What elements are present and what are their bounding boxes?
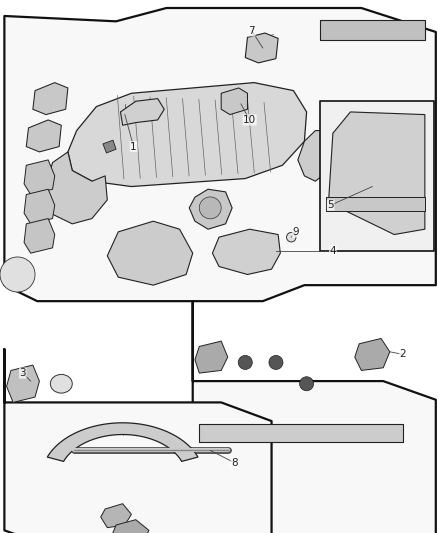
Circle shape xyxy=(300,377,314,391)
Text: 7: 7 xyxy=(248,26,255,36)
Text: 2: 2 xyxy=(399,350,406,359)
Polygon shape xyxy=(195,341,228,373)
Polygon shape xyxy=(44,152,107,224)
Circle shape xyxy=(199,197,221,219)
Polygon shape xyxy=(4,349,272,533)
Polygon shape xyxy=(107,221,193,285)
Text: 8: 8 xyxy=(231,458,238,467)
Polygon shape xyxy=(320,101,434,251)
Polygon shape xyxy=(101,504,131,528)
Polygon shape xyxy=(103,140,116,153)
Polygon shape xyxy=(320,20,425,40)
Circle shape xyxy=(238,356,252,369)
Polygon shape xyxy=(193,301,436,533)
Ellipse shape xyxy=(50,374,72,393)
Polygon shape xyxy=(24,219,55,253)
Polygon shape xyxy=(112,520,149,533)
Polygon shape xyxy=(326,197,425,211)
Polygon shape xyxy=(199,424,403,442)
Text: 3: 3 xyxy=(19,368,26,378)
Polygon shape xyxy=(68,83,307,187)
Text: 9: 9 xyxy=(292,227,299,237)
Polygon shape xyxy=(7,365,39,402)
Text: 1: 1 xyxy=(130,142,137,151)
Polygon shape xyxy=(26,120,61,152)
Text: 10: 10 xyxy=(243,115,256,125)
Polygon shape xyxy=(24,160,55,195)
Text: 4: 4 xyxy=(329,246,336,255)
Polygon shape xyxy=(189,189,232,229)
Polygon shape xyxy=(221,88,247,115)
Polygon shape xyxy=(245,33,278,63)
Polygon shape xyxy=(120,99,164,125)
Circle shape xyxy=(286,232,296,242)
Polygon shape xyxy=(33,83,68,115)
Polygon shape xyxy=(4,8,436,301)
Text: 5: 5 xyxy=(327,200,334,210)
Polygon shape xyxy=(298,131,333,181)
Circle shape xyxy=(0,257,35,292)
Polygon shape xyxy=(47,423,198,462)
Polygon shape xyxy=(212,229,280,274)
Polygon shape xyxy=(24,189,55,224)
Polygon shape xyxy=(328,112,425,235)
Polygon shape xyxy=(355,338,390,370)
Circle shape xyxy=(269,356,283,369)
